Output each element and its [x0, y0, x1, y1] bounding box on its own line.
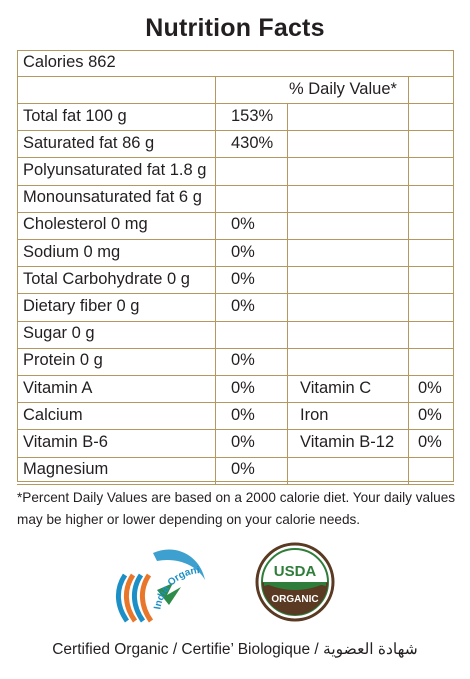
nutrient-label: Vitamin B-12: [300, 432, 395, 451]
nutrient-daily-value: 0%: [231, 460, 255, 479]
usda-organic-seal: USDA ORGANIC: [255, 542, 335, 622]
nutrient-daily-value: 0%: [231, 378, 255, 397]
nutrient-label: Total fat 100 g: [23, 106, 127, 125]
table-border: [17, 50, 454, 482]
nutrient-daily-value: 0%: [231, 432, 255, 451]
row-divider: [17, 429, 454, 431]
row-divider: [17, 483, 454, 485]
nutrient-daily-value: 0%: [231, 296, 255, 315]
organic-text: ORGANIC: [271, 594, 318, 605]
row-divider: [17, 456, 454, 458]
certification-footer: Certified Organic / Certifie’ Biologique…: [52, 641, 418, 658]
nutrient-label: Vitamin C: [300, 378, 372, 397]
row-divider: [17, 375, 454, 376]
nutrient-label: Saturated fat 86 g: [23, 133, 155, 152]
row-divider: [17, 76, 454, 77]
row-divider: [17, 184, 454, 186]
row-divider: [17, 211, 454, 213]
nutrient-label: Magnesium: [23, 460, 109, 479]
nutrient-daily-value: 430%: [231, 133, 274, 152]
nutrient-daily-value: 0%: [418, 432, 442, 451]
row-divider: [17, 130, 454, 132]
nutrient-label: Iron: [300, 405, 329, 424]
column-divider: [287, 103, 288, 484]
column-divider: [215, 76, 216, 484]
row-divider: [17, 103, 454, 104]
nutrient-label: Cholesterol 0 mg: [23, 215, 148, 234]
calories-label: Calories 862: [23, 53, 116, 71]
nutrient-label: Total Carbohydrate 0 g: [23, 269, 190, 288]
nutrient-label: Vitamin A: [23, 378, 93, 397]
nutrient-daily-value: 0%: [231, 242, 255, 261]
nutrient-label: Dietary fiber 0 g: [23, 296, 140, 315]
nutrient-daily-value: 153%: [231, 106, 274, 125]
column-divider: [408, 76, 409, 484]
usda-text: USDA: [274, 563, 317, 580]
nutrient-daily-value: 0%: [231, 269, 255, 288]
nutrient-label: Protein 0 g: [23, 351, 103, 370]
nutrient-daily-value: 0%: [231, 215, 255, 234]
row-divider: [17, 320, 454, 322]
row-divider: [17, 293, 454, 295]
nutrient-label: Vitamin B-6: [23, 432, 108, 451]
daily-value-footnote: *Percent Daily Values are based on a 200…: [17, 490, 456, 527]
nutrient-label: Sodium 0 mg: [23, 242, 121, 261]
row-divider: [17, 402, 454, 404]
india-organic-logo: India Organic: [102, 527, 215, 630]
nutrition-facts-title: Nutrition Facts: [145, 14, 325, 42]
nutrient-label: Sugar 0 g: [23, 324, 95, 343]
nutrient-label: Calcium: [23, 405, 83, 424]
nutrient-label: Monounsaturated fat 6 g: [23, 188, 202, 207]
row-divider: [17, 157, 454, 159]
row-divider: [17, 266, 454, 268]
nutrient-daily-value: 0%: [418, 405, 442, 424]
nutrition-table: Calories 862 % Daily Value* Total fat 10…: [17, 50, 454, 485]
nutrient-label: Polyunsaturated fat 1.8 g: [23, 160, 207, 179]
nutrient-daily-value: 0%: [418, 378, 442, 397]
nutrient-daily-value: 0%: [231, 405, 255, 424]
row-divider: [17, 347, 454, 349]
daily-value-header: % Daily Value*: [289, 80, 397, 98]
nutrient-daily-value: 0%: [231, 351, 255, 370]
row-divider: [17, 239, 454, 240]
